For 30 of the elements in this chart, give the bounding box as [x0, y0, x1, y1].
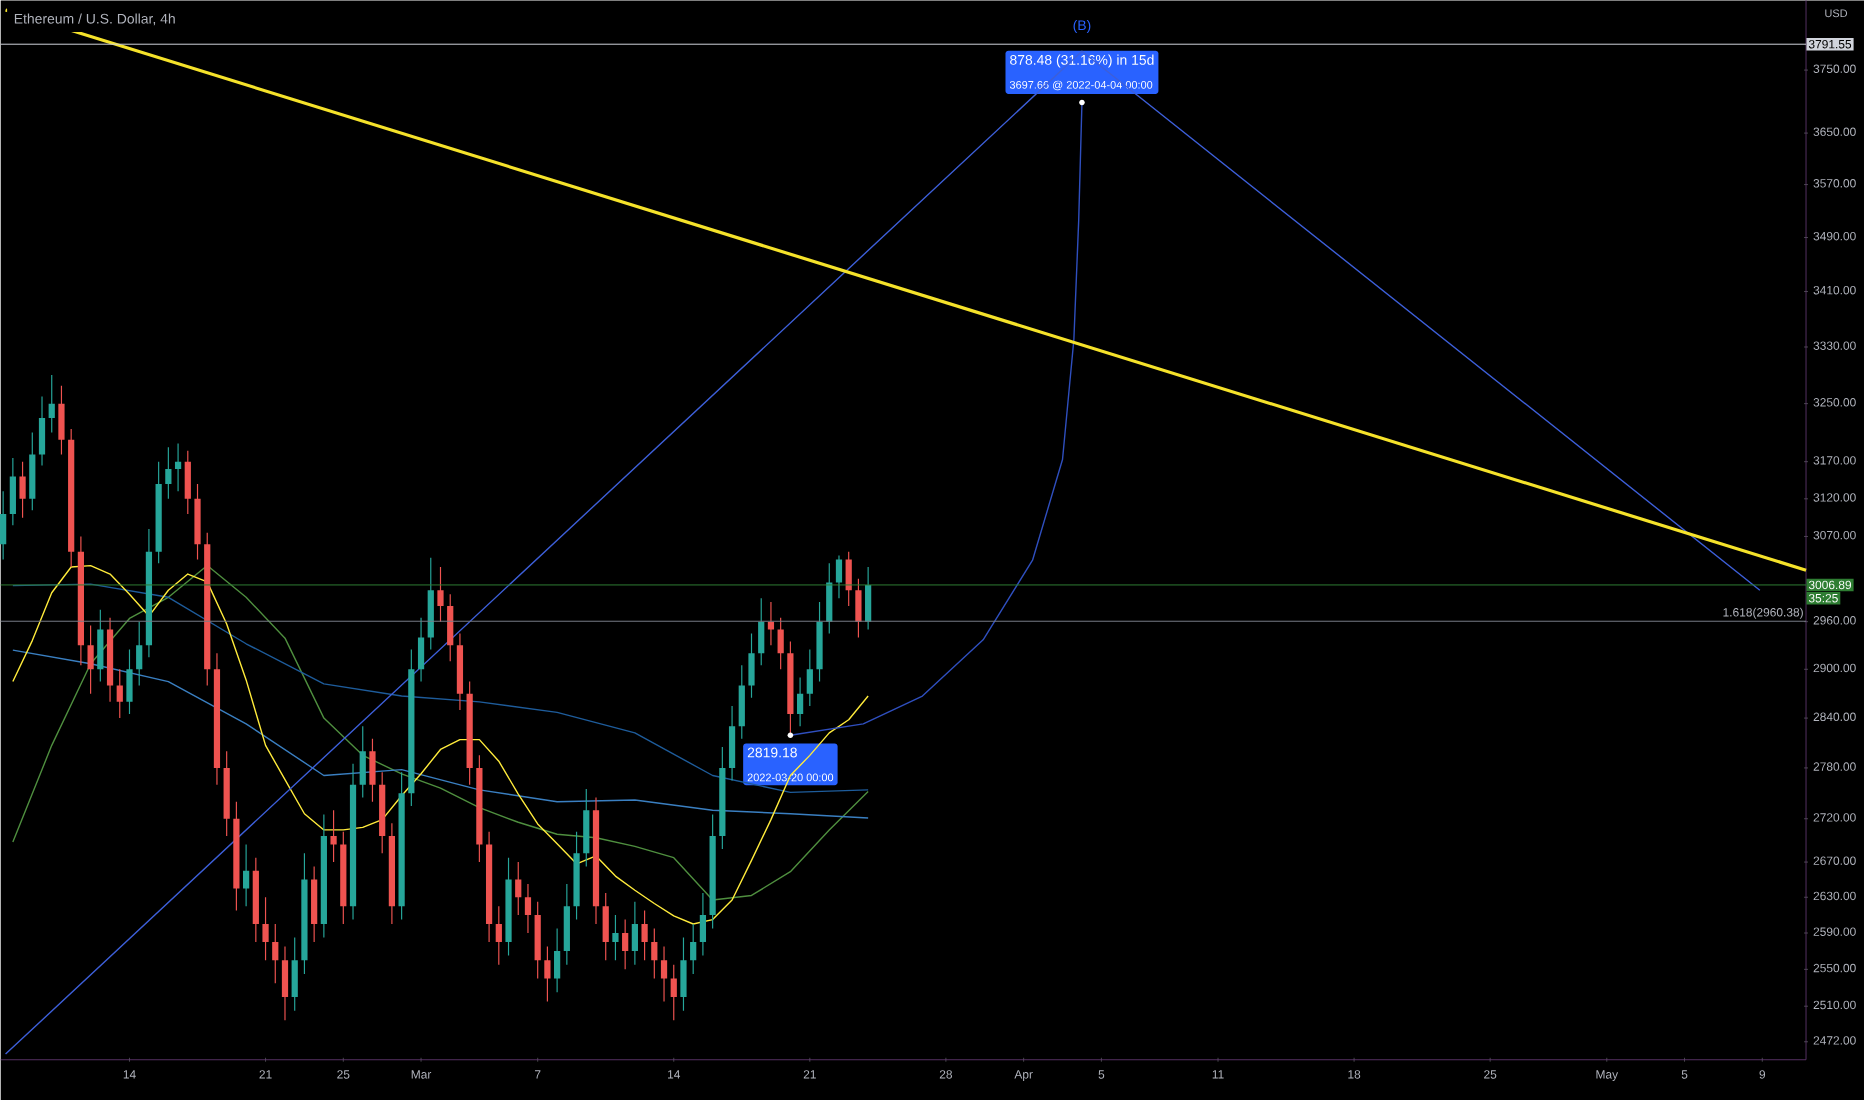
- candlestick: [58, 385, 65, 455]
- candlestick: [767, 602, 775, 646]
- candlestick: [544, 946, 551, 1002]
- candlestick: [660, 946, 668, 1002]
- candlestick: [748, 633, 755, 698]
- candlestick: [728, 705, 736, 781]
- candlestick: [301, 853, 308, 974]
- line-series: [12, 649, 869, 819]
- candlestick: [174, 443, 182, 492]
- candlestick: [612, 915, 619, 961]
- candlestick: [281, 946, 289, 1021]
- candlestick: [19, 461, 26, 518]
- candlestick: [38, 396, 46, 466]
- candlestick: [505, 857, 512, 956]
- candlestick: [816, 602, 823, 682]
- candlestick: [573, 831, 580, 920]
- candlestick: [369, 738, 376, 802]
- candlestick: [330, 810, 337, 863]
- candlestick: [680, 937, 687, 1011]
- candlestick: [524, 884, 532, 933]
- candlestick: [641, 910, 648, 961]
- candlestick: [855, 578, 862, 638]
- candlestick: [262, 897, 269, 961]
- candlestick: [437, 567, 444, 622]
- candlestick: [126, 649, 133, 714]
- candlestick: [233, 801, 240, 911]
- candlestick: [456, 633, 464, 710]
- candlestick: [87, 625, 94, 694]
- candlestick: [194, 483, 201, 560]
- candlestick: [417, 617, 425, 682]
